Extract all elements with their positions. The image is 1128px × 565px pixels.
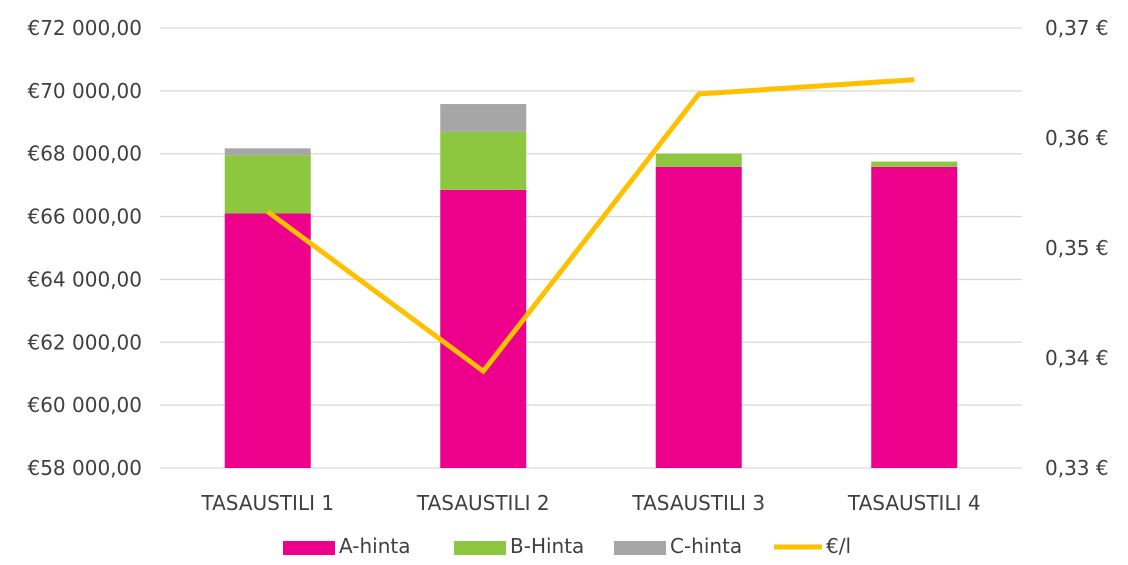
legend-label: €/l: [826, 534, 851, 558]
left-tick-label: €66 000,00: [27, 205, 142, 229]
right-y-axis: 0,33 € 0,34 € 0,35 € 0,36 € 0,37 €: [1045, 16, 1109, 480]
bar-a-hinta-4: [871, 166, 958, 468]
left-tick-label: €58 000,00: [27, 456, 142, 480]
price-per-liter-line: [266, 77, 915, 375]
left-tick-label: €64 000,00: [27, 267, 142, 291]
bar-b-hinta-3: [655, 153, 742, 167]
legend-swatch: [614, 541, 666, 555]
left-tick-label: €72 000,00: [27, 16, 142, 40]
bar-stacks: [224, 104, 958, 468]
x-tick-label: TASAUSTILI 3: [631, 491, 765, 515]
legend-label: C-hinta: [670, 534, 742, 558]
x-axis: TASAUSTILI 1 TASAUSTILI 2 TASAUSTILI 3 TASA…: [200, 491, 980, 515]
legend-swatch: [454, 541, 506, 555]
bar-a-hinta-3: [655, 166, 742, 468]
right-tick-label: 0,36 €: [1045, 126, 1109, 150]
bar-a-hinta-1: [224, 213, 311, 468]
bar-b-hinta-2: [440, 131, 527, 190]
bar-b-hinta-4: [871, 161, 958, 167]
right-tick-label: 0,34 €: [1045, 346, 1109, 370]
legend: A-hinta B-Hinta C-hinta €/l: [283, 534, 851, 558]
x-tick-label: TASAUSTILI 4: [847, 491, 981, 515]
bar-a-hinta-2: [440, 189, 527, 468]
right-tick-label: 0,35 €: [1045, 236, 1109, 260]
left-tick-label: €62 000,00: [27, 330, 142, 354]
left-y-axis: €58 000,00 €60 000,00 €62 000,00 €64 000,00…: [27, 16, 142, 480]
line-series-price-per-liter: [266, 77, 915, 375]
left-tick-label: €68 000,00: [27, 142, 142, 166]
x-tick-label: TASAUSTILI 1: [200, 491, 334, 515]
bar-c-hinta-1: [224, 148, 311, 156]
right-tick-label: 0,37 €: [1045, 16, 1109, 40]
legend-label: A-hinta: [339, 534, 410, 558]
bar-b-hinta-1: [224, 155, 311, 214]
left-tick-label: €70 000,00: [27, 79, 142, 103]
legend-swatch: [283, 541, 335, 555]
x-tick-label: TASAUSTILI 2: [416, 491, 550, 515]
left-tick-label: €60 000,00: [27, 393, 142, 417]
legend-label: B-Hinta: [510, 534, 584, 558]
bar-c-hinta-2: [440, 104, 527, 132]
right-tick-label: 0,33 €: [1045, 456, 1109, 480]
